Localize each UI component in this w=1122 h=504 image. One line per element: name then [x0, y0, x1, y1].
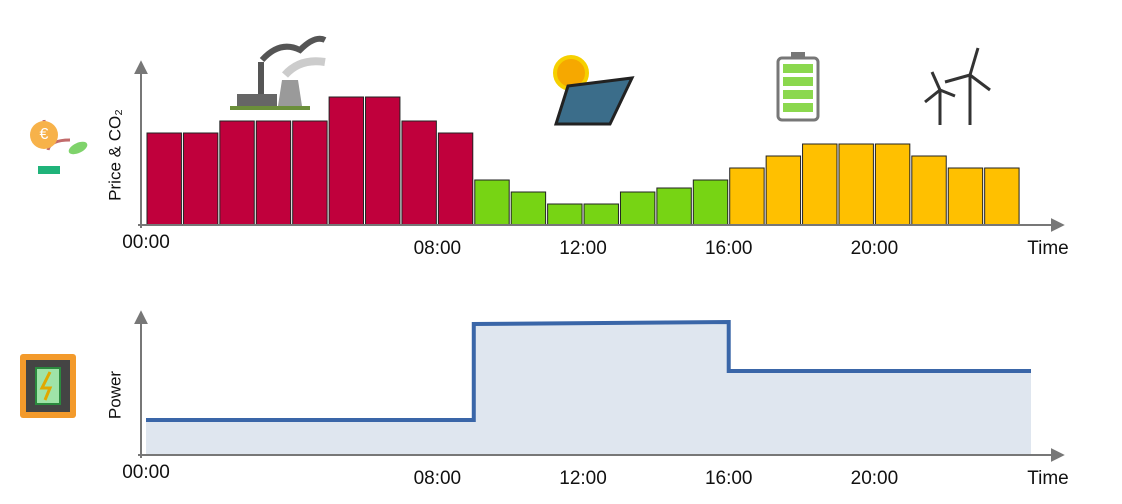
bar [437, 132, 474, 226]
y-axis-label: Price & CO₂ [105, 109, 124, 201]
bar [510, 191, 547, 226]
bar [802, 143, 838, 226]
x-tick-label: 08:00 [414, 468, 462, 489]
x-axis-label: Time [1027, 238, 1069, 259]
bar [947, 167, 984, 226]
bar [729, 167, 765, 226]
bar [328, 96, 365, 226]
bar [583, 203, 619, 226]
solar-icon [553, 55, 635, 126]
line [146, 319, 1032, 422]
bar [692, 179, 729, 226]
bar [401, 120, 437, 226]
price-icon: € [30, 119, 88, 174]
bar [474, 179, 510, 226]
bar [911, 155, 947, 226]
x-tick-label: 08:00 [414, 238, 462, 259]
bar [984, 167, 1020, 226]
bar [292, 120, 328, 226]
x-tick-label: 20:00 [851, 468, 899, 489]
bar [656, 187, 692, 226]
x-tick-label: 12:00 [559, 238, 607, 259]
bar [365, 96, 401, 226]
x-tick-label: 16:00 [705, 468, 753, 489]
battery-icon [776, 52, 820, 122]
bar [255, 120, 292, 226]
bar [838, 143, 874, 226]
x-axis-label: Time [1027, 468, 1069, 489]
x-tick-label: 00:00 [122, 232, 170, 253]
wind-icon [924, 47, 991, 125]
svg-text:€: € [40, 126, 49, 143]
area [146, 322, 1032, 455]
bar [547, 203, 583, 226]
x-tick-label: 12:00 [559, 468, 607, 489]
x-tick-label: 16:00 [705, 238, 753, 259]
y-axis-label: Power [105, 371, 124, 420]
bar [146, 132, 182, 226]
factory-icon [230, 35, 327, 110]
chip-icon [20, 354, 76, 418]
bar [765, 155, 802, 226]
x-tick-label: 20:00 [851, 238, 899, 259]
x-tick-label: 00:00 [122, 462, 170, 483]
bar [874, 143, 911, 226]
bar [182, 132, 219, 226]
bar [219, 120, 255, 226]
bar [619, 191, 656, 226]
